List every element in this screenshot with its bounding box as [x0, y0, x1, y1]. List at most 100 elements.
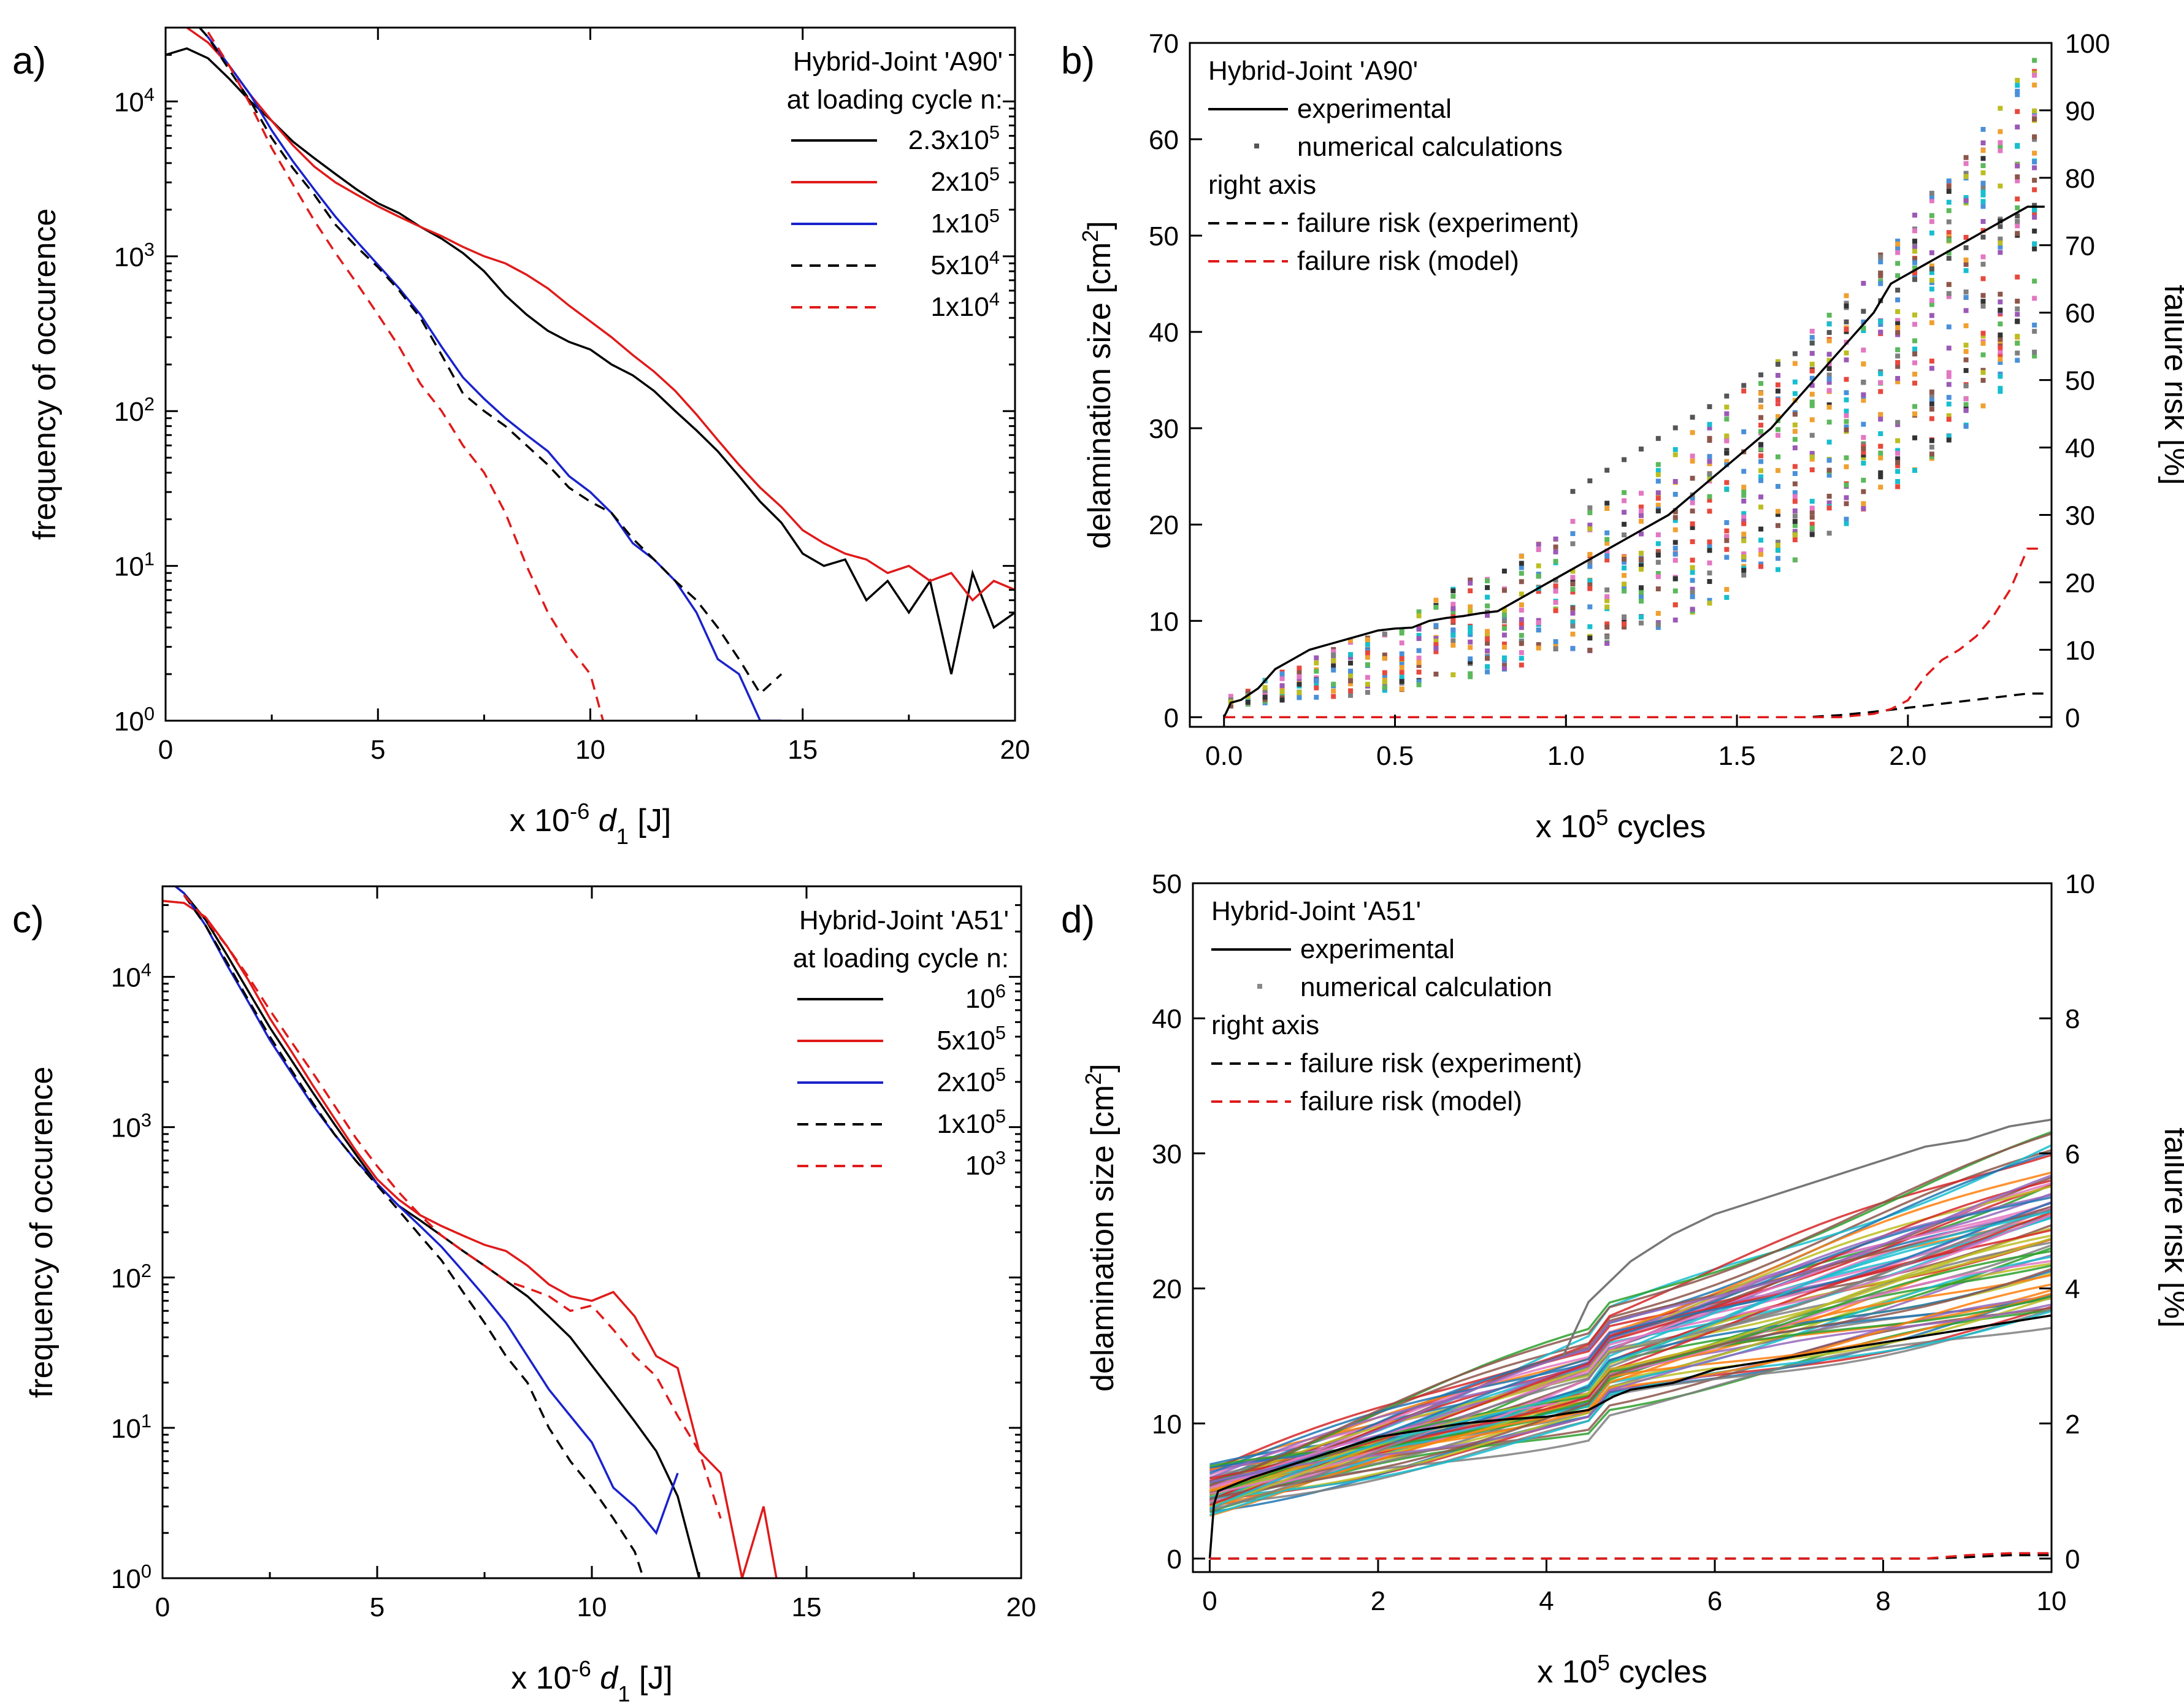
numerical-point [1878, 278, 1883, 284]
legend-label-2-part: 2x10 [937, 1067, 995, 1097]
numerical-point [1912, 260, 1917, 266]
y-tick-label: 101 [114, 548, 155, 582]
numerical-point [1929, 194, 1934, 199]
numerical-point [1946, 230, 1952, 236]
numerical-point [1809, 391, 1815, 397]
x-tick-label: 8 [1876, 1586, 1890, 1616]
numerical-point [1929, 219, 1934, 224]
y-axis-label-part: delamination size [cm [1082, 242, 1117, 549]
y-axis-label-part: 2 [1081, 1073, 1106, 1085]
numerical-point [2032, 82, 2037, 88]
x-tick-label: 15 [792, 1592, 822, 1622]
y-tick-label-part: 2 [144, 393, 155, 415]
x-tick-label: 5 [370, 735, 385, 765]
numerical-point [1570, 620, 1576, 625]
x-axis-label: x 10-6 d1 [J] [511, 1656, 673, 1706]
numerical-point [1604, 604, 1610, 610]
y2-tick-label: 0 [2065, 1544, 2080, 1575]
numerical-point [2032, 134, 2037, 140]
numerical-point [1707, 494, 1712, 499]
numerical-point [1929, 366, 1934, 371]
numerical-point [1228, 704, 1233, 709]
numerical-point [1450, 638, 1456, 643]
numerical-point [1998, 389, 2003, 394]
numerical-point [2032, 296, 2037, 301]
numerical-point [1519, 662, 1524, 668]
x-axis-label-part: x 10 [1536, 809, 1596, 845]
numerical-point [1998, 307, 2003, 313]
series-line-a-3 [199, 28, 783, 696]
numerical-point [1519, 617, 1524, 623]
numerical-point [1690, 570, 1695, 575]
numerical-point [1433, 672, 1439, 677]
legend-title: Hybrid-Joint 'A90' [793, 47, 1003, 77]
numerical-point [1468, 645, 1473, 650]
numerical-point [1946, 413, 1952, 418]
numerical-point [1758, 404, 1764, 410]
legend-label-0: 2.3x105 [908, 121, 1000, 156]
numerical-point [2032, 165, 2037, 171]
numerical-point [1826, 366, 1832, 371]
numerical-point [1895, 241, 1901, 247]
numerical-point [1468, 671, 1473, 677]
y-tick-label-part: 3 [141, 1109, 151, 1130]
numerical-point [1878, 450, 1883, 456]
numerical-point [1382, 656, 1387, 661]
numerical-point [1878, 273, 1883, 278]
x-tick-label: 4 [1539, 1586, 1554, 1616]
numerical-point [1895, 463, 1901, 469]
numerical-point [1604, 598, 1610, 604]
numerical-point [1741, 469, 1747, 474]
numerical-point [1861, 380, 1866, 385]
numerical-point [1929, 320, 1934, 326]
y-tick-label: 40 [1149, 318, 1179, 348]
y-tick-label-part: 10 [114, 87, 144, 117]
numerical-point [1468, 656, 1473, 662]
numerical-point-outlier [1570, 489, 1576, 494]
numerical-point [1861, 397, 1866, 403]
numerical-point [1980, 261, 1986, 267]
numerical-point [1758, 494, 1764, 500]
numerical-point [1707, 459, 1712, 464]
numerical-point [2032, 241, 2037, 247]
numerical-point [1809, 499, 1815, 504]
numerical-point [1826, 376, 1832, 382]
numerical-point [1707, 579, 1712, 585]
numerical-point [1844, 464, 1849, 469]
numerical-point [1622, 490, 1627, 496]
numerical-point [1758, 423, 1764, 428]
numerical-point [1382, 685, 1387, 690]
numerical-point [1622, 532, 1627, 538]
x-axis-label-part: cycles [1610, 1654, 1707, 1690]
y-tick-label: 30 [1149, 414, 1179, 444]
panel-b: b) 0.0 0.5 1.0 1.5 2.0 0 10 20 30 40 50 60 70 0 10 20 30 4… [1061, 29, 2184, 845]
numerical-point [1861, 455, 1866, 461]
numerical-point [2015, 306, 2020, 312]
numerical-point [1946, 291, 1952, 296]
numerical-point [1963, 349, 1969, 355]
numerical-point [1792, 422, 1798, 428]
y-tick-label: 10 [1152, 1410, 1182, 1440]
numerical-point [1655, 478, 1661, 484]
numerical-point [1912, 270, 1917, 276]
numerical-point [1416, 662, 1422, 668]
numerical-point [1672, 540, 1678, 545]
numerical-band-line [1209, 1196, 2052, 1475]
numerical-point [1433, 646, 1439, 651]
legend-label-2: 1x105 [930, 205, 1000, 239]
numerical-point [1690, 508, 1695, 514]
numerical-point [1963, 262, 1969, 267]
numerical-point [1741, 388, 1747, 394]
y-tick-label: 104 [114, 83, 155, 118]
numerical-point [1775, 523, 1780, 528]
numerical-point [1861, 450, 1866, 455]
numerical-point-outlier [1861, 309, 1866, 314]
y-tick-label: 20 [1149, 510, 1179, 540]
numerical-point [1895, 469, 1901, 474]
numerical-point [1792, 519, 1798, 524]
legend-label-3: failure risk (model) [1297, 246, 1519, 276]
numerical-point [1792, 471, 1798, 477]
numerical-point [1672, 588, 1678, 594]
numerical-point [1416, 660, 1422, 666]
